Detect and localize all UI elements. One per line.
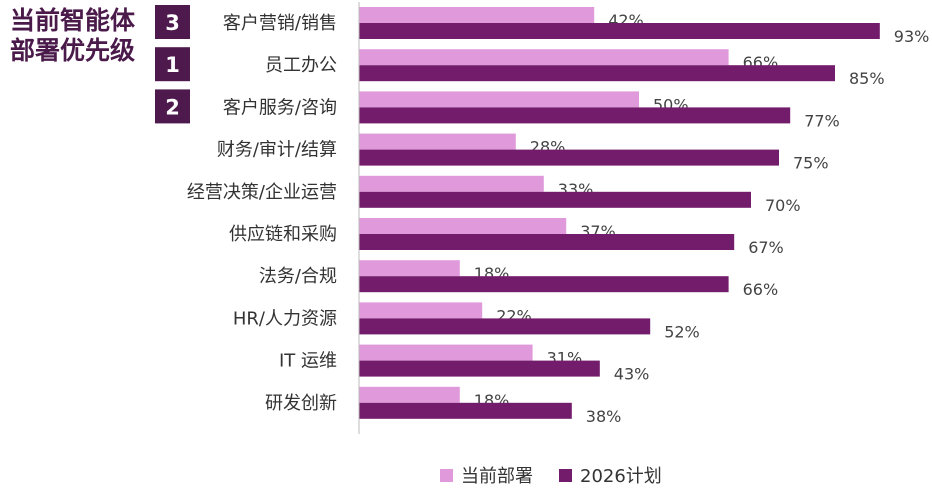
- bar-current: [359, 260, 460, 277]
- value-label-plan: 93%: [894, 27, 930, 46]
- category-label: 客户营销/销售: [223, 13, 337, 34]
- bar-current: [359, 91, 639, 108]
- rank-badge: [155, 89, 190, 124]
- value-label-plan: 38%: [586, 407, 622, 426]
- bar-plan: [359, 234, 735, 250]
- bar-current: [359, 133, 516, 150]
- bar-plan: [359, 360, 600, 377]
- value-label-plan: 85%: [849, 69, 885, 88]
- value-label-plan: 70%: [765, 196, 801, 215]
- value-label-plan: 75%: [793, 154, 829, 173]
- bar-plan: [359, 402, 572, 419]
- bar-plan: [359, 23, 880, 39]
- category-label: 财务/审计/结算: [217, 140, 337, 161]
- bar-current: [359, 218, 567, 234]
- rank-badge: [155, 5, 190, 39]
- value-label-plan: 52%: [664, 322, 700, 341]
- value-label-plan: 77%: [804, 111, 840, 130]
- value-label-plan: 43%: [614, 365, 650, 384]
- legend-swatch-plan: [559, 468, 572, 482]
- legend-swatch-current: [440, 468, 453, 482]
- bar-current: [359, 302, 483, 319]
- legend-item-current: 当前部署: [440, 462, 533, 488]
- value-label-plan: 67%: [748, 238, 784, 257]
- rank-badge-number: 1: [165, 53, 180, 77]
- bar-plan: [359, 149, 779, 166]
- category-label: 客户服务/咨询: [223, 97, 337, 118]
- category-label: 经营决策/企业运营: [187, 182, 337, 203]
- category-label: 供应链和采购: [229, 224, 337, 245]
- legend-item-plan: 2026计划: [559, 462, 662, 488]
- chart-title-line-1: 当前智能体: [10, 6, 136, 35]
- chart-title-line-2: 部署优先级: [10, 36, 136, 65]
- bar-current: [359, 386, 460, 403]
- rank-badge-number: 2: [165, 95, 180, 119]
- category-label: HR/人力资源: [233, 308, 337, 329]
- category-label: 法务/合规: [259, 266, 337, 287]
- bar-plan: [359, 107, 791, 124]
- category-label: 研发创新: [265, 393, 337, 414]
- value-label-plan: 66%: [743, 280, 779, 299]
- bar-plan: [359, 191, 751, 208]
- bar-current: [359, 49, 729, 66]
- bar-plan: [359, 318, 651, 335]
- legend-label-plan: 2026计划: [580, 466, 662, 487]
- bar-current: [359, 344, 533, 361]
- legend: 当前部署 2026计划: [440, 462, 688, 488]
- bar-plan: [359, 276, 729, 293]
- category-label: IT 运维: [279, 351, 337, 372]
- bar-current: [359, 7, 595, 23]
- rank-badge: [155, 47, 190, 82]
- category-label: 员工办公: [265, 55, 337, 76]
- bar-current: [359, 175, 544, 192]
- bar-plan: [359, 65, 835, 82]
- legend-label-current: 当前部署: [461, 466, 533, 487]
- rank-badge-number: 3: [165, 11, 180, 35]
